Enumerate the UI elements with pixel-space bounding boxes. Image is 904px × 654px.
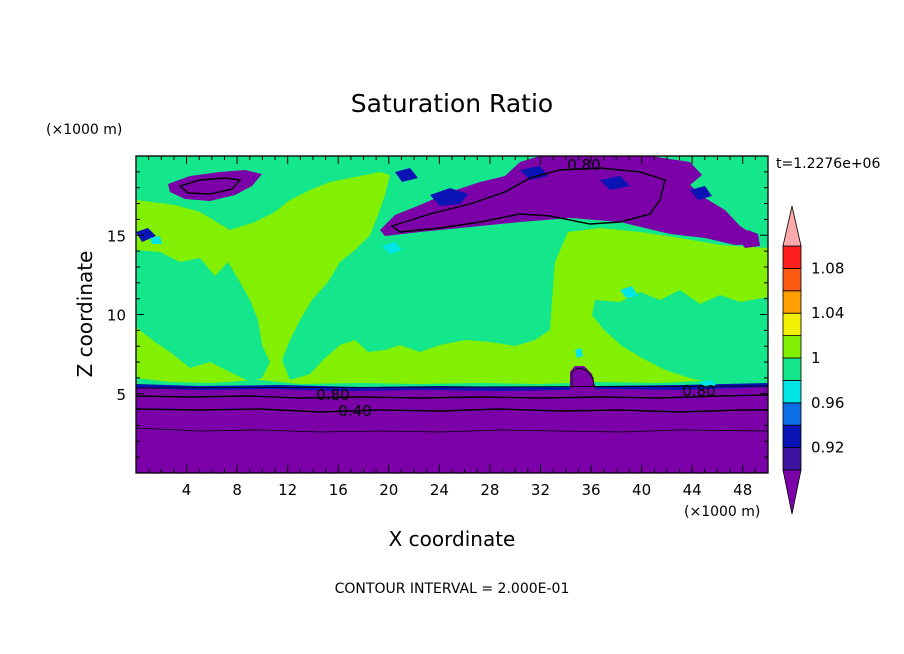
x-tick-label: 8: [232, 481, 242, 499]
x-tick-label: 12: [278, 481, 297, 499]
colorbar-max-arrow: [782, 205, 802, 247]
x-axis-label: X coordinate: [389, 527, 516, 551]
x-tick-label: 24: [430, 481, 449, 499]
x-tick-label: 28: [480, 481, 499, 499]
x-axis-ticks: 4 8 12 16 20 24 28 32 36 40 44 48: [148, 156, 756, 499]
y-unit-label: (×1000 m): [46, 122, 122, 138]
colorbar-swatch: [782, 267, 802, 292]
x-tick-label: 36: [581, 481, 600, 499]
field-dry-lower: [136, 387, 768, 473]
contour-line-04: [136, 408, 768, 413]
x-tick-label: 40: [632, 481, 651, 499]
contour-label-080-left: 0.80: [316, 386, 349, 404]
colorbar-swatch: [782, 424, 802, 449]
field-near-saturation-right: [592, 290, 768, 385]
colorbar-swatch: [782, 290, 802, 314]
colorbar-swatch: [782, 379, 802, 404]
contour-line-08-blob: [178, 177, 242, 195]
contour-label-080-top: 0.80: [567, 156, 600, 174]
x-unit-label: (×1000 m): [684, 504, 760, 520]
colorbar-label: 0.96: [811, 394, 844, 412]
colorbar-label: 1.08: [811, 259, 844, 277]
x-tick-label: 20: [379, 481, 398, 499]
colorbar-label: 1.04: [811, 304, 844, 322]
y-axis-label: Z coordinate: [73, 251, 97, 378]
x-tick-label: 4: [182, 481, 192, 499]
x-tick-label: 32: [531, 481, 550, 499]
contour-label-080-right: 0.80: [682, 382, 715, 400]
colorbar-swatch: [782, 402, 802, 426]
y-axis-ticks: 5 10 15: [107, 171, 768, 458]
y-tick-label: 5: [116, 386, 126, 404]
x-tick-label: 16: [329, 481, 348, 499]
colorbar-label: 0.92: [811, 439, 844, 457]
colorbar-swatch: [782, 447, 802, 471]
colorbar-swatch: [782, 357, 802, 381]
colorbar: 0.92 0.96 1 1.04 1.08: [782, 205, 844, 515]
contour-line-thin: [136, 385, 768, 433]
colorbar-swatch: [782, 335, 802, 359]
plot-area: 0.80 0.40 0.80 0.80: [136, 156, 768, 473]
contour-line-plume: [571, 367, 595, 389]
x-tick-label: 48: [733, 481, 752, 499]
contour-label-040: 0.40: [338, 402, 371, 420]
y-tick-label: 10: [107, 307, 126, 325]
y-tick-label: 15: [107, 227, 126, 245]
field-near-saturation-middle: [136, 250, 270, 382]
chart-title: Saturation Ratio: [351, 89, 553, 118]
colorbar-label: 1: [811, 349, 821, 367]
field-dry-plume: [570, 366, 596, 390]
time-label: t=1.2276e+06: [776, 156, 880, 172]
colorbar-min-arrow: [782, 469, 802, 515]
contour-line-08-lower: [136, 394, 768, 399]
x-tick-label: 44: [683, 481, 702, 499]
contour-line-08-upper: [390, 167, 666, 233]
colorbar-swatch: [782, 245, 802, 269]
colorbar-swatch: [782, 312, 802, 337]
field-dry-blob-right: [738, 230, 760, 248]
contour-interval: CONTOUR INTERVAL = 2.000E-01: [335, 581, 570, 597]
